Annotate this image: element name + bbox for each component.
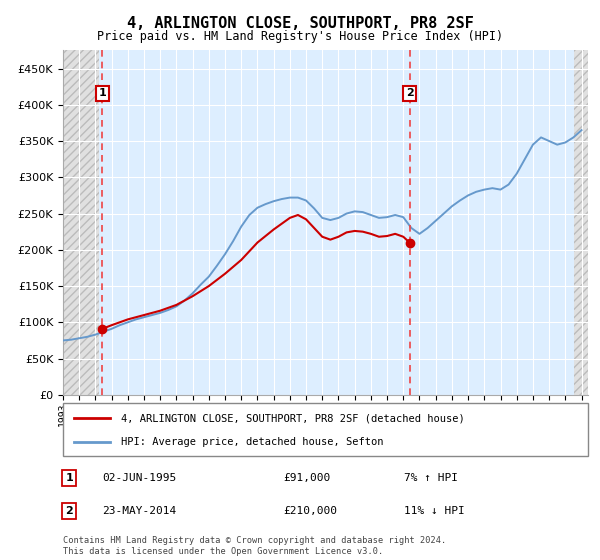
Text: Contains HM Land Registry data © Crown copyright and database right 2024.
This d: Contains HM Land Registry data © Crown c… <box>63 536 446 556</box>
Text: Price paid vs. HM Land Registry's House Price Index (HPI): Price paid vs. HM Land Registry's House … <box>97 30 503 43</box>
Polygon shape <box>100 50 574 395</box>
FancyBboxPatch shape <box>63 403 588 456</box>
Text: 02-JUN-1995: 02-JUN-1995 <box>103 473 176 483</box>
Text: £91,000: £91,000 <box>284 473 331 483</box>
Text: 4, ARLINGTON CLOSE, SOUTHPORT, PR8 2SF (detached house): 4, ARLINGTON CLOSE, SOUTHPORT, PR8 2SF (… <box>121 413 464 423</box>
Polygon shape <box>574 50 588 395</box>
Text: 7% ↑ HPI: 7% ↑ HPI <box>404 473 458 483</box>
Text: 2: 2 <box>65 506 73 516</box>
Text: 23-MAY-2014: 23-MAY-2014 <box>103 506 176 516</box>
Text: 2: 2 <box>406 88 413 99</box>
Text: 1: 1 <box>98 88 106 99</box>
Text: 11% ↓ HPI: 11% ↓ HPI <box>404 506 465 516</box>
Text: £210,000: £210,000 <box>284 506 337 516</box>
Text: 1: 1 <box>65 473 73 483</box>
Polygon shape <box>63 50 100 395</box>
Text: 4, ARLINGTON CLOSE, SOUTHPORT, PR8 2SF: 4, ARLINGTON CLOSE, SOUTHPORT, PR8 2SF <box>127 16 473 31</box>
Text: HPI: Average price, detached house, Sefton: HPI: Average price, detached house, Seft… <box>121 436 383 446</box>
